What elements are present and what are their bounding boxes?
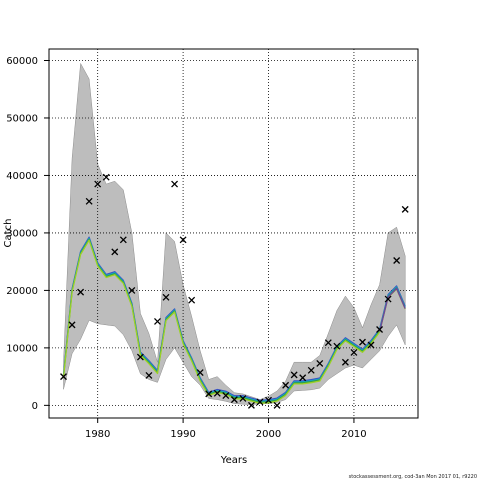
observed-catch-point — [359, 338, 366, 346]
observed-catch-point — [213, 389, 221, 397]
observed-catch-point — [265, 396, 272, 404]
observed-catch-point — [136, 353, 144, 361]
observed-catch-point — [111, 248, 119, 256]
observed-catch-point — [188, 296, 196, 304]
observed-catch-point — [94, 180, 102, 188]
x-tick-label: 2000 — [256, 429, 281, 440]
observed-catch-point — [102, 173, 110, 181]
x-tick-label: 1990 — [170, 429, 195, 440]
x-tick-label: 2010 — [341, 429, 366, 440]
observed-catch-point — [60, 373, 67, 381]
observed-catch-point — [171, 180, 179, 188]
y-tick-label: 50000 — [6, 113, 38, 124]
observed-catch-point — [85, 197, 93, 205]
observed-catch-point — [273, 401, 281, 409]
footer-text: stockassessment.org, cod-3an Mon 2017 01… — [348, 474, 477, 480]
y-tick-label: 40000 — [6, 171, 38, 182]
observed-catch-point — [401, 205, 409, 213]
observed-catch-point — [316, 359, 324, 367]
observed-catch-point — [247, 401, 255, 409]
observed-catch-point — [68, 321, 76, 329]
observed-catch-point — [196, 369, 204, 377]
observed-catch-point — [384, 295, 392, 303]
observed-catch-point — [333, 342, 341, 350]
estimate-line — [62, 238, 406, 404]
y-axis-label: Catch — [3, 219, 14, 248]
observed-catch-point — [350, 349, 358, 356]
observed-catch-point — [205, 390, 213, 398]
observed-catch-point — [239, 394, 247, 402]
observed-catch-point — [128, 286, 136, 294]
y-tick-label: 10000 — [6, 343, 38, 354]
observed-catch-point — [290, 371, 298, 379]
observed-catch-point — [154, 317, 161, 325]
estimate-line — [62, 236, 406, 402]
observed-catch-point — [162, 293, 170, 301]
x-tick-label: 1980 — [85, 429, 110, 440]
observed-catch-point — [367, 341, 375, 349]
estimate-tail-line — [378, 287, 406, 332]
confidence-band — [63, 62, 406, 406]
observed-catch-point — [145, 372, 153, 379]
observed-catch-point — [222, 392, 230, 400]
observed-catch-point — [77, 288, 85, 296]
observed-catch-point — [230, 396, 238, 404]
y-tick-label: 30000 — [6, 228, 38, 239]
observed-catch-point — [341, 358, 349, 366]
observed-catch-point — [299, 374, 307, 382]
observed-catch-point — [376, 326, 384, 333]
observed-catch-point — [324, 339, 332, 347]
observed-catch-point — [393, 257, 401, 264]
plot-frame — [48, 48, 419, 419]
estimate-line — [62, 237, 406, 403]
observed-catch-point — [282, 381, 290, 389]
x-axis-label: Years — [220, 455, 247, 466]
observed-catch-point — [179, 236, 187, 244]
observed-catch-point — [256, 398, 264, 406]
y-tick-label: 0 — [32, 401, 38, 412]
y-tick-label: 60000 — [6, 56, 38, 67]
observed-catch-point — [119, 236, 127, 244]
y-tick-label: 20000 — [6, 286, 38, 297]
observed-catch-point — [307, 366, 315, 374]
